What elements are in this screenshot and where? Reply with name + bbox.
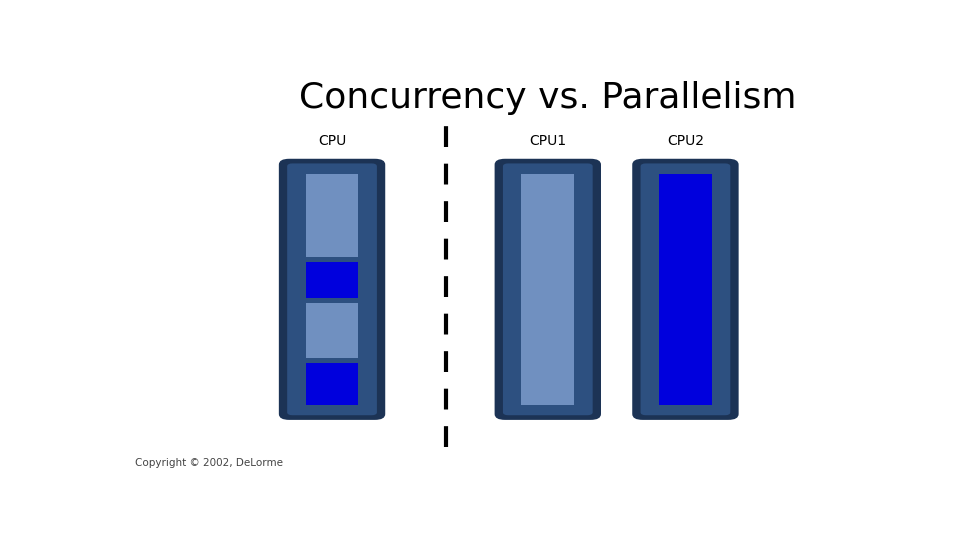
FancyBboxPatch shape [287,164,377,415]
Text: CPU: CPU [318,134,347,149]
FancyBboxPatch shape [278,159,385,420]
Text: CPU1: CPU1 [529,134,566,149]
Text: Concurrency vs. Parallelism: Concurrency vs. Parallelism [299,82,796,116]
FancyBboxPatch shape [305,303,358,359]
FancyBboxPatch shape [305,363,358,405]
FancyBboxPatch shape [633,159,738,420]
FancyBboxPatch shape [659,174,712,405]
Text: CPU2: CPU2 [667,134,704,149]
FancyBboxPatch shape [494,159,601,420]
Text: Copyright © 2002, DeLorme: Copyright © 2002, DeLorme [134,458,283,468]
FancyBboxPatch shape [305,174,358,257]
FancyBboxPatch shape [640,164,731,415]
FancyBboxPatch shape [305,262,358,298]
FancyBboxPatch shape [503,164,592,415]
FancyBboxPatch shape [521,174,574,405]
